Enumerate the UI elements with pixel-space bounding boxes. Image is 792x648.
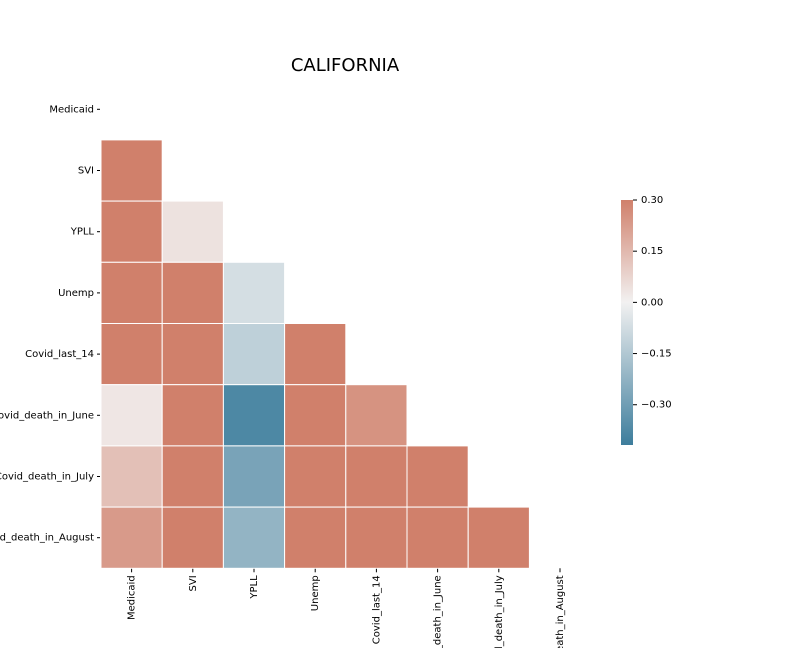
colorbar-tick-label: 0.15 [641, 246, 663, 257]
heatmap-cell [222, 384, 286, 447]
heatmap-cell [284, 384, 347, 447]
y-tick-label: Covid_death_in_June [0, 410, 94, 421]
heatmap-cell [345, 384, 408, 447]
heatmap-cell [284, 506, 347, 569]
heatmap-cell [284, 323, 347, 386]
heatmap-cell [100, 445, 163, 508]
y-tick-label: SVI [78, 166, 94, 177]
chart-title: CALIFORNIA [291, 55, 400, 76]
x-tick-label: Medicaid [127, 575, 138, 620]
heatmap-cell [467, 506, 530, 569]
heatmap-cell [100, 139, 163, 202]
heatmap-cell [222, 261, 286, 324]
heatmap-cell [406, 506, 469, 569]
x-tick-label: Covid_last_14 [371, 575, 382, 644]
heatmap-cell [161, 506, 224, 569]
heatmap-cell [100, 261, 163, 324]
x-tick-label: SVI [188, 575, 199, 591]
colorbar-tick-label: 0.30 [641, 195, 663, 206]
heatmap-cell [100, 506, 163, 569]
heatmap-cell [100, 200, 163, 263]
heatmap-cell [161, 445, 224, 508]
colorbar [621, 200, 633, 445]
heatmap-cell [161, 200, 224, 263]
x-tick-label: YPLL [249, 575, 260, 600]
heatmap-cell [406, 445, 469, 508]
y-tick-label: Medicaid [49, 104, 94, 115]
x-tick-label: Covid_death_in_June [433, 575, 444, 648]
heatmap-cell [222, 323, 286, 386]
y-tick-label: Unemp [58, 288, 94, 299]
y-tick-label: Covid_death_in_August [0, 533, 94, 544]
y-tick-label: Covid_death_in_July [0, 472, 94, 483]
heatmap-cell [345, 445, 408, 508]
heatmap-cell [100, 384, 163, 447]
x-tick-label: Covid_death_in_July [494, 575, 505, 648]
heatmap-cell [161, 384, 224, 447]
y-tick-label: Covid_last_14 [25, 349, 94, 360]
heatmap-cell [161, 323, 224, 386]
heatmap-cell [222, 445, 286, 508]
heatmap-cell [100, 323, 163, 386]
x-tick-label: Covid_death_in_August [555, 575, 566, 648]
colorbar-tick-label: −0.15 [641, 349, 672, 360]
y-tick-label: YPLL [70, 227, 95, 238]
heatmap-cell [222, 506, 286, 569]
heatmap-cell [345, 506, 408, 569]
x-tick-label: Unemp [310, 575, 321, 611]
heatmap-cell [161, 261, 224, 324]
colorbar-tick-label: −0.30 [641, 400, 672, 411]
heatmap-cell [284, 445, 347, 508]
colorbar-tick-label: 0.00 [641, 297, 663, 308]
